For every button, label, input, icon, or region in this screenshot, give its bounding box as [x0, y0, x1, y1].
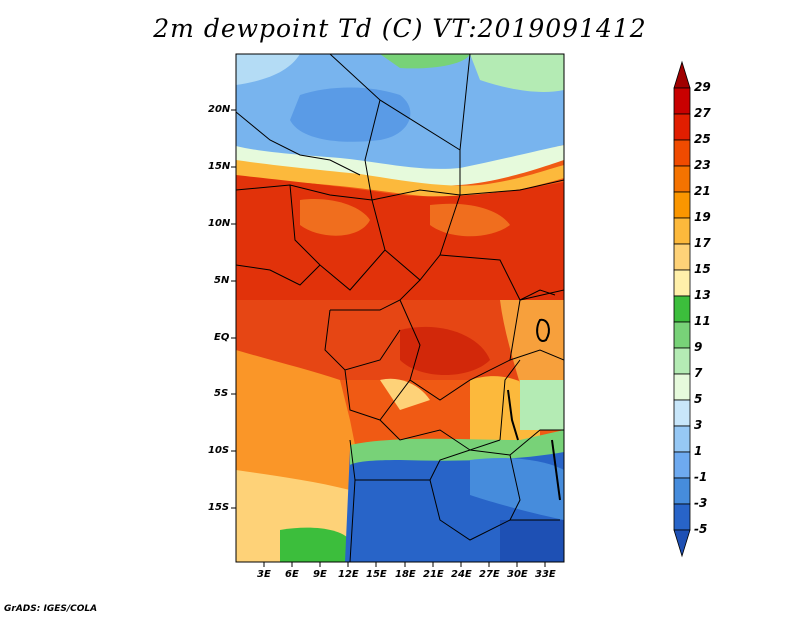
- lat-label: 10N: [208, 218, 231, 229]
- colorbar-level-label: -1: [694, 470, 708, 484]
- colorbar-level-label: 23: [694, 158, 711, 172]
- lon-label: 3E: [257, 569, 271, 580]
- colorbar-level-label: 27: [694, 106, 711, 120]
- lon-label: 33E: [535, 569, 556, 580]
- colorbar-segment: [673, 191, 691, 219]
- colorbar-segment: [673, 269, 691, 297]
- axis-ticks: [231, 109, 546, 567]
- colorbar-segment: [673, 399, 691, 427]
- colorbar-level-label: 13: [694, 288, 711, 302]
- lon-label: 12E: [338, 569, 359, 580]
- lat-label: 15N: [208, 161, 231, 172]
- colorbar-segment: [673, 373, 691, 401]
- lat-label: 5S: [214, 388, 229, 399]
- colorbar-level-label: -5: [694, 522, 708, 536]
- colorbar-level-label: 1: [694, 444, 703, 458]
- lat-label: 20N: [208, 104, 231, 115]
- lon-label: 27E: [479, 569, 500, 580]
- colorbar-segment: [673, 425, 691, 453]
- colorbar-segment: [673, 321, 691, 349]
- colorbar: [673, 60, 691, 558]
- colorbar-segment: [673, 347, 691, 375]
- colorbar-level-label: 15: [694, 262, 711, 276]
- lat-label: 15S: [208, 502, 230, 513]
- lat-label: 5N: [214, 275, 230, 286]
- country-borders: [236, 54, 564, 562]
- colorbar-level-label: 5: [694, 392, 703, 406]
- lat-label: 10S: [208, 445, 230, 456]
- colorbar-segment: [673, 60, 691, 89]
- colorbar-level-label: 7: [694, 366, 703, 380]
- colorbar-segment: [673, 139, 691, 167]
- colorbar-segment: [673, 451, 691, 479]
- colorbar-level-label: 25: [694, 132, 711, 146]
- map-title: 2m dewpoint Td (C) VT:2019091412: [153, 14, 647, 43]
- colorbar-level-label: 11: [694, 314, 711, 328]
- map-frame: [235, 53, 565, 563]
- colorbar-segment: [673, 113, 691, 141]
- lon-label: 9E: [313, 569, 327, 580]
- colorbar-segment: [673, 477, 691, 505]
- lon-label: 6E: [285, 569, 299, 580]
- colorbar-level-label: 19: [694, 210, 711, 224]
- lat-label: EQ: [214, 332, 230, 343]
- colorbar-level-label: 29: [694, 80, 711, 94]
- colorbar-segment: [673, 217, 691, 245]
- colorbar-segment: [673, 503, 691, 531]
- colorbar-segment: [673, 529, 691, 558]
- colorbar-level-label: -3: [694, 496, 708, 510]
- colorbar-level-label: 21: [694, 184, 711, 198]
- colorbar-segment: [673, 243, 691, 271]
- colorbar-level-label: 17: [694, 236, 711, 250]
- credit-label: GrADS: IGES/COLA: [4, 604, 98, 614]
- colorbar-segment: [673, 295, 691, 323]
- colorbar-segment: [673, 87, 691, 115]
- colorbar-segment: [673, 165, 691, 193]
- lon-label: 15E: [366, 569, 387, 580]
- lakes: [507, 318, 561, 501]
- lon-label: 18E: [395, 569, 416, 580]
- lon-label: 21E: [423, 569, 444, 580]
- colorbar-level-label: 9: [694, 340, 703, 354]
- colorbar-level-label: 3: [694, 418, 703, 432]
- lon-label: 30E: [507, 569, 528, 580]
- lon-label: 24E: [451, 569, 472, 580]
- dewpoint-field: [236, 54, 564, 562]
